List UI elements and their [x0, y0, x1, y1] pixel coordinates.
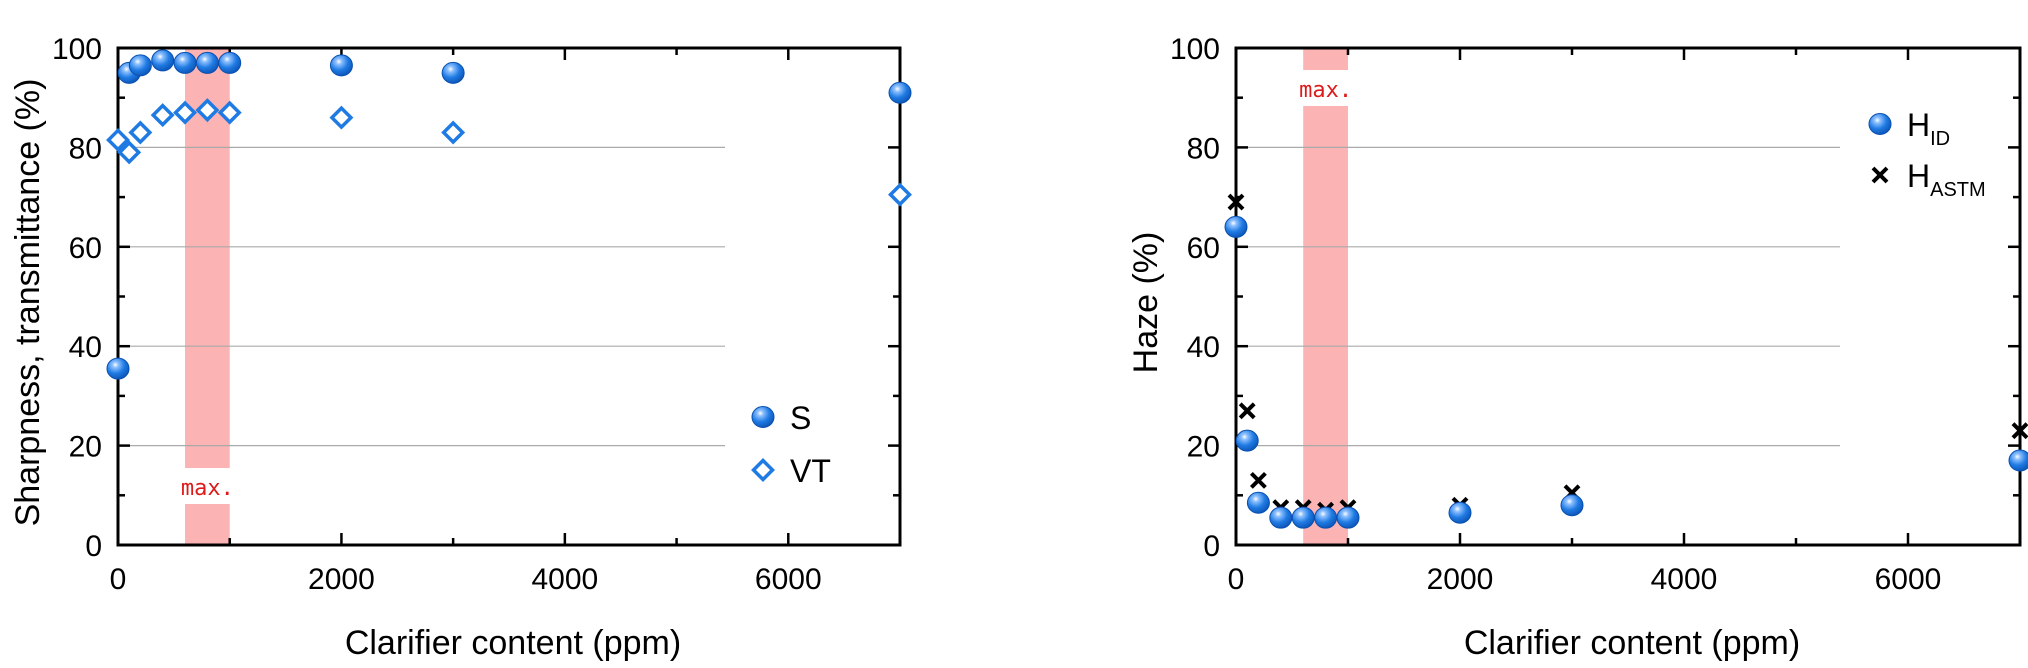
x-tick-label: 0: [110, 563, 127, 596]
y-tick-label: 0: [1203, 530, 1220, 563]
y-tick-label: 100: [52, 33, 102, 66]
data-point: [106, 357, 130, 380]
x-tick-label: 6000: [1875, 563, 1942, 596]
data-point: [173, 51, 197, 74]
x-tick-label: 4000: [1651, 563, 1718, 596]
legend-item: VT: [751, 453, 831, 489]
legend-marker: [1871, 166, 1889, 184]
legend-label: HASTM: [1907, 158, 1986, 201]
x-tick-label: 6000: [755, 563, 822, 596]
y-axis-label: Haze (%): [1127, 232, 1165, 374]
data-point: [151, 49, 175, 72]
data-point: [1235, 429, 1259, 452]
legend-marker: [751, 406, 775, 428]
data-point: [441, 120, 466, 145]
data-point: [195, 98, 220, 123]
max-label-box: [1292, 70, 1359, 106]
data-point: [1314, 506, 1338, 529]
y-tick-label: 100: [1170, 33, 1220, 66]
y-axis-label: Sharpness, transmittance (%): [9, 79, 47, 527]
data-point: [1238, 402, 1256, 420]
data-point: [1269, 506, 1293, 529]
legend-item: S: [751, 400, 811, 436]
y-tick-label: 80: [69, 132, 102, 165]
clarifier-max-band: [1303, 48, 1348, 545]
data-point: [218, 51, 242, 74]
data-point: [1448, 501, 1472, 524]
legend-label: HID: [1907, 107, 1950, 150]
data-point: [1246, 491, 1270, 514]
data-point: [1224, 215, 1248, 238]
legend-label: VT: [790, 453, 831, 489]
data-point: [106, 127, 130, 152]
x-tick-label: 2000: [308, 563, 375, 596]
legend-item: HID: [1868, 107, 1950, 150]
data-point: [128, 54, 152, 77]
data-point: [1336, 506, 1360, 529]
x-tick-label: 2000: [1427, 563, 1494, 596]
sharpness-chart: max. 0 20 40 60 80 100 0 2000 4000 6000 Clarifier c…: [9, 33, 912, 662]
legend-marker: [751, 458, 775, 482]
y-tick-label: 80: [1187, 132, 1220, 165]
max-label: max.: [181, 476, 234, 501]
haze-chart: max. 0 20 40 60 80 100 0 2000 4000 6000 Clarifier c…: [1127, 33, 2028, 662]
data-point: [150, 103, 175, 128]
data-point: [217, 100, 242, 125]
max-label-box: [174, 468, 241, 504]
data-point: [1560, 494, 1584, 517]
y-tick-label: 60: [1187, 232, 1220, 265]
data-point: [329, 105, 354, 130]
data-point: [1249, 471, 1267, 489]
max-label: max.: [1299, 78, 1352, 103]
legend-marker: [1868, 113, 1892, 135]
data-point: [195, 51, 219, 74]
y-tick-label: 40: [1187, 331, 1220, 364]
y-tick-label: 20: [69, 431, 102, 464]
data-point: [888, 182, 912, 207]
y-tick-label: 60: [69, 232, 102, 265]
legend-item: HASTM: [1871, 158, 1986, 201]
x-tick-label: 4000: [531, 563, 598, 596]
plot-frame: [1234, 46, 2022, 547]
legend-label: S: [790, 400, 811, 436]
y-tick-label: 20: [1187, 431, 1220, 464]
x-axis-label: Clarifier content (ppm): [1464, 624, 1800, 662]
y-tick-label: 40: [69, 331, 102, 364]
y-tick-label: 0: [85, 530, 102, 563]
data-point: [2008, 449, 2028, 472]
x-tick-label: 0: [1228, 563, 1245, 596]
clarifier-max-band: [185, 48, 230, 545]
data-point: [888, 81, 912, 104]
x-axis-label: Clarifier content (ppm): [345, 624, 681, 662]
data-point: [173, 100, 198, 125]
data-point: [441, 61, 465, 84]
data-point: [117, 140, 142, 165]
data-point: [1291, 506, 1315, 529]
data-point: [128, 120, 153, 145]
data-point: [1227, 193, 1245, 211]
data-point: [329, 54, 353, 77]
data-point: [2011, 422, 2028, 440]
